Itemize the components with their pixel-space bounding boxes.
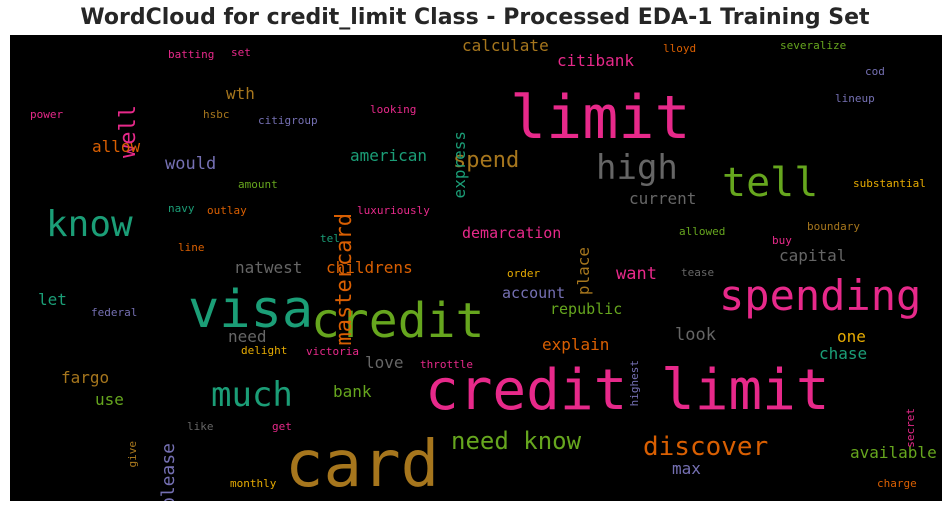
wordcloud-word: current [629,189,697,208]
wordcloud-word: love [365,353,404,372]
wordcloud-word: allow [92,137,141,156]
wordcloud-word: demarcation [462,224,562,242]
wordcloud-word: boundary [807,220,860,233]
wordcloud-word: need [228,327,267,346]
wordcloud-word: visa [188,280,314,340]
wordcloud-word: victoria [306,345,359,358]
wordcloud-word: federal [91,306,138,319]
wordcloud-word: delight [241,344,288,357]
wordcloud-word: tell [722,160,819,206]
wordcloud-word: chase [819,344,868,363]
wordcloud-word: severalize [780,39,847,52]
wordcloud-word: available [850,443,937,462]
wordcloud-word: one [837,327,866,346]
wordcloud-word: line [178,241,205,254]
wordcloud-word: substantial [853,177,926,190]
wordcloud-word: credit limit [425,358,830,423]
wordcloud-word: card [285,428,440,501]
wordcloud-word: please [158,443,179,501]
wordcloud-word: capital [779,246,847,265]
wordcloud-word: limit [510,83,691,153]
wordcloud-word: charge [877,477,917,490]
wordcloud-word: get [272,420,292,433]
wordcloud-word: much [211,375,293,415]
wordcloud-word: looking [370,103,417,116]
wordcloud-canvas: card credit limit limit visa credit spending t… [10,35,942,501]
wordcloud-word: let [38,290,67,309]
wordcloud-word: childrens [326,258,413,277]
wordcloud-word: tel [320,232,340,245]
wordcloud-word: citibank [557,51,635,70]
wordcloud-word: outlay [207,204,247,217]
wordcloud-word: cod [865,65,885,78]
wordcloud-word: batting [168,48,215,61]
wordcloud-word: account [502,284,566,302]
wordcloud-word: secret [904,408,917,448]
wordcloud-word: high [596,148,678,188]
wordcloud-word: monthly [230,477,277,490]
wordcloud-word: lineup [835,92,875,105]
wordcloud-word: lloyd [663,42,697,55]
wordcloud-word: natwest [235,258,303,277]
wordcloud-word: luxuriously [357,204,430,217]
wordcloud-word: give [126,441,139,468]
wordcloud-word: would [165,154,217,174]
wordcloud-word: american [350,146,428,165]
wordcloud-word: throttle [420,358,473,371]
wordcloud-word: fargo [61,368,110,387]
wordcloud-word: navy [168,202,195,215]
wordcloud-word: credit [311,293,485,349]
wordcloud-word: need know [451,427,582,455]
wordcloud-word: want [616,264,657,284]
wordcloud-word: like [187,420,214,433]
wordcloud-word: spending [719,271,922,320]
wordcloud-word: wth [226,84,255,103]
wordcloud-word: know [46,204,133,245]
wordcloud-word: express [450,131,469,199]
wordcloud-word: place [574,247,593,296]
wordcloud-word: highest [628,360,641,407]
chart-title: WordCloud for credit_limit Class - Proce… [80,5,870,30]
wordcloud-word: tease [681,266,715,279]
wordcloud-word: republic [550,300,623,318]
wordcloud-word: look [675,325,716,345]
wordcloud-word: hsbc [203,108,230,121]
wordcloud-word: max [672,459,701,478]
wordcloud-word: allowed [679,225,726,238]
wordcloud-word: discover [643,432,769,462]
wordcloud-word: citigroup [258,114,318,127]
wordcloud-word: spend [453,148,520,173]
wordcloud-word: order [507,267,541,280]
wordcloud-word: power [30,108,64,121]
wordcloud-word: amount [238,178,278,191]
wordcloud-word: calculate [462,36,549,55]
wordcloud-word: use [95,390,124,409]
wordcloud-word: explain [542,335,610,354]
wordcloud-word: buy [772,234,792,247]
wordcloud-word: set [231,46,251,59]
wordcloud-word: bank [333,382,372,401]
